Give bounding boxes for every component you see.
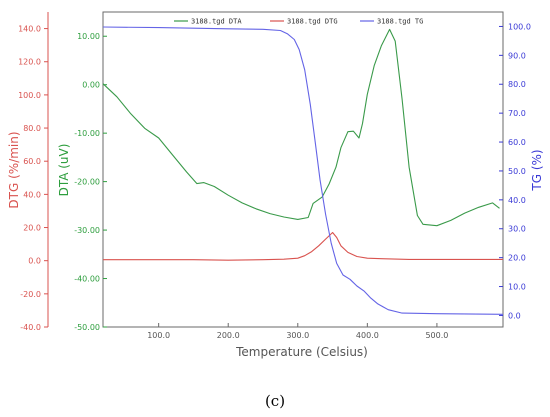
dta-tick-label: 0.00 [82,81,100,90]
series-line-tg [102,26,504,315]
tg-tick-label: 70.0 [508,109,526,118]
dta-tick-label: -50.00 [74,323,100,332]
series-line-dtg [103,231,503,261]
dtg-tick-label: -20.0 [20,290,41,299]
dtg-tick-label: 60.0 [23,157,41,166]
x-tick-label: 300.0 [286,331,309,340]
tg-tick-label: 80.0 [508,80,526,89]
x-tick-label: 100.0 [147,331,170,340]
tg-tick-label: 20.0 [508,254,526,263]
plot-area [102,11,504,328]
tg-tick-label: 30.0 [508,225,526,234]
tg-axis-title: TG (%) [530,149,544,191]
dta-axis-ticks: 10.00 0.00 -10.00 -20.00 -30.00 -40.00 -50.00 [74,32,107,332]
dta-tick-label: -10.00 [74,129,100,138]
tg-tick-label: 100.0 [508,22,531,31]
dta-axis-title: DTA (uV) [57,144,71,197]
tg-tick-label: 40.0 [508,196,526,205]
dtg-tick-label: 120.0 [18,58,41,67]
tg-tick-label: 50.0 [508,167,526,176]
legend-label-dtg: 3188.tgd DTG [287,18,338,26]
dtg-tick-label: -40.0 [20,323,41,332]
dta-tick-label: -30.00 [74,226,100,235]
tg-tick-label: 90.0 [508,51,526,60]
dtg-axis-ticks: 140.0 120.0 100.0 80.0 60.0 40.0 20.0 0.0 -20.0 -… [18,25,48,332]
legend-label-tg: 3188.tgd TG [377,18,423,26]
series-line-dta [102,28,500,227]
figure-caption: (c) [265,392,285,410]
series-layer [102,26,504,315]
x-axis-title: Temperature (Celsius) [235,345,368,359]
tg-tick-label: 10.0 [508,283,526,292]
x-axis-ticks: 100.0 200.0 300.0 400.0 500.0 [147,323,448,340]
dtg-tick-label: 140.0 [18,25,41,34]
x-tick-label: 400.0 [356,331,379,340]
tg-axis-ticks: 100.0 90.0 80.0 70.0 60.0 50.0 40.0 30.0 20.0 10.… [499,22,531,320]
x-tick-label: 200.0 [217,331,240,340]
dtg-axis-title: DTG (%/min) [7,131,21,208]
dtg-tick-label: 40.0 [23,190,41,199]
tg-tick-label: 60.0 [508,138,526,147]
legend: 3188.tgd DTA 3188.tgd DTG 3188.tgd TG [174,18,423,26]
dta-tick-label: -20.00 [74,178,100,187]
dtg-tick-label: 0.0 [28,257,41,266]
tg-tick-label: 0.0 [508,311,521,320]
dta-tick-label: 10.00 [77,32,100,41]
dtg-tick-label: 100.0 [18,91,41,100]
legend-label-dta: 3188.tgd DTA [191,18,242,26]
dta-tick-label: -40.00 [74,275,100,284]
dtg-tick-label: 20.0 [23,224,41,233]
dtg-tick-label: 80.0 [23,124,41,133]
x-tick-label: 500.0 [425,331,448,340]
